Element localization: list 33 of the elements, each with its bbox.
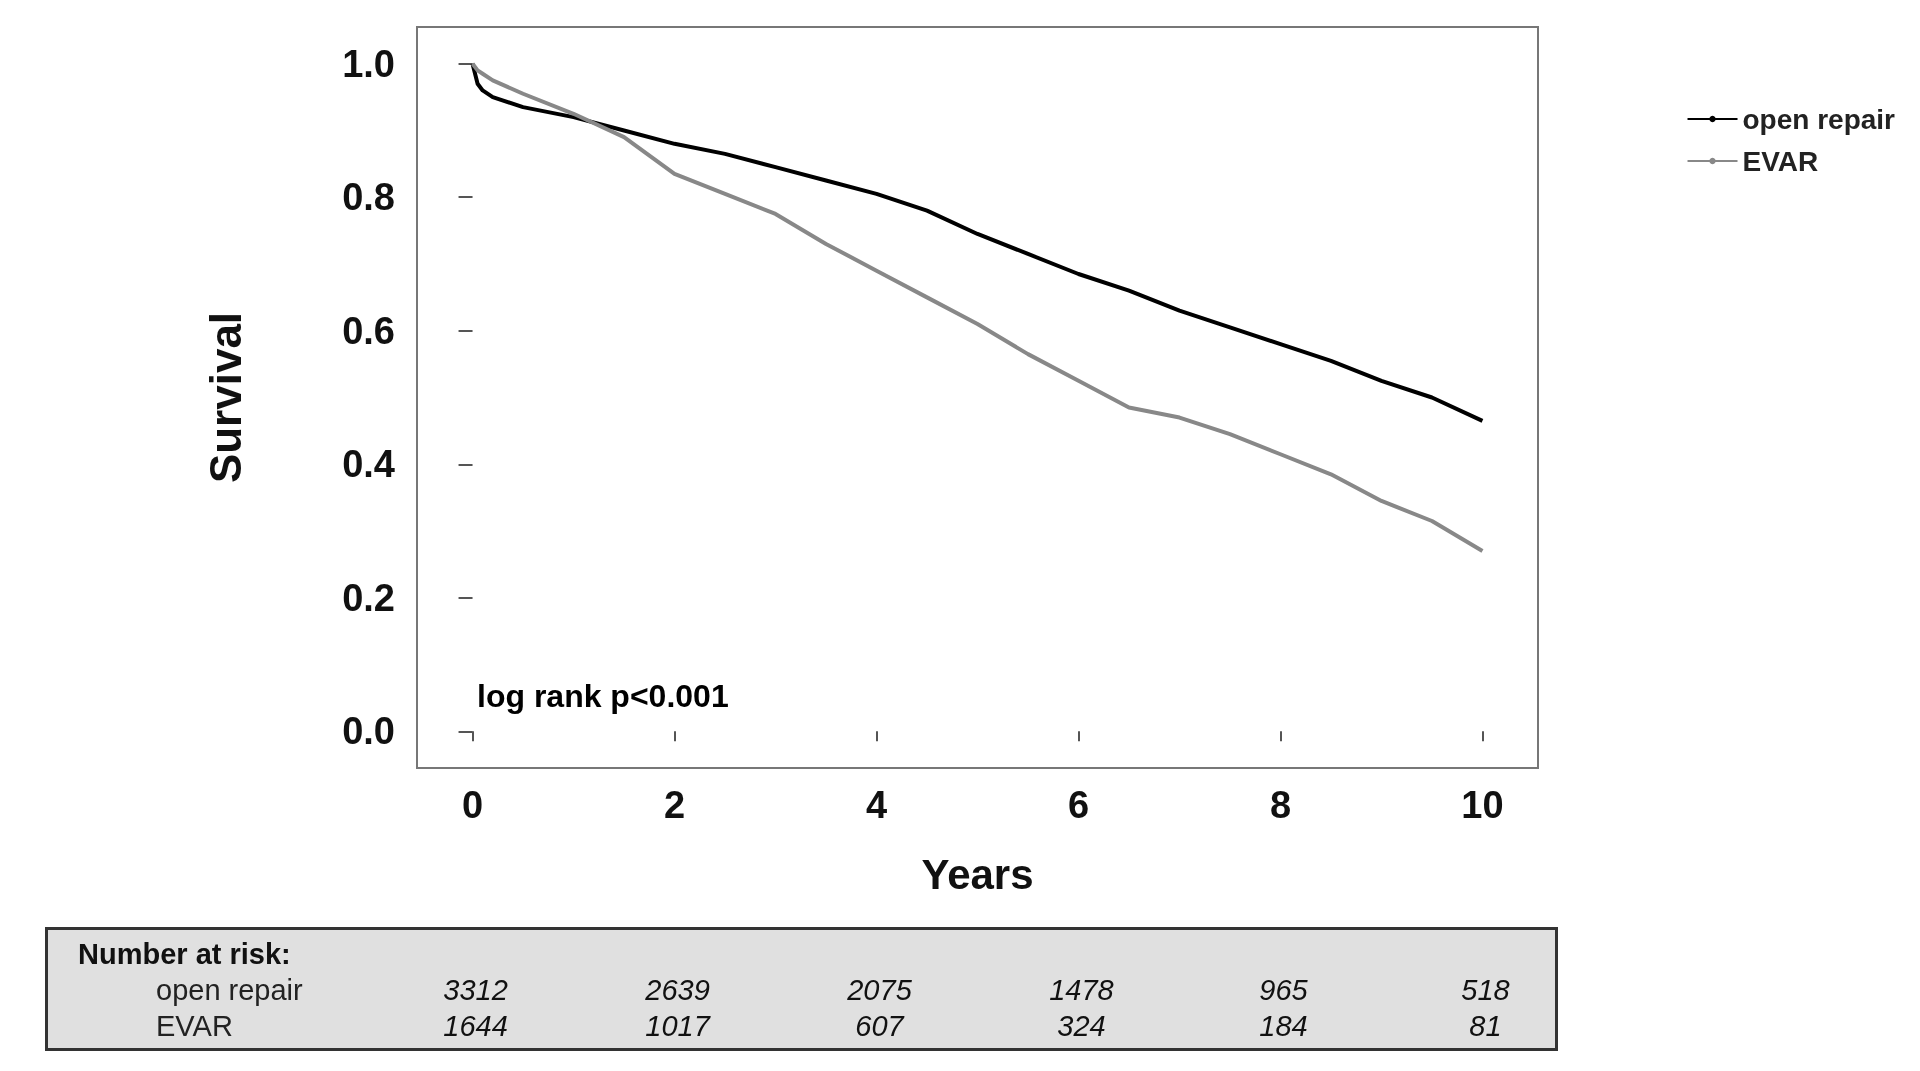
y-tick-label: 0.0 — [342, 710, 395, 753]
text: 1478 — [1049, 974, 1114, 1007]
x-tick-label: 6 — [1067, 784, 1090, 826]
text: 2639 — [645, 974, 710, 1007]
text: 3312 — [443, 974, 508, 1007]
legend-label: EVAR — [1742, 145, 1819, 177]
line-series — [470, 61, 1485, 554]
y-tick-label: 0.6 — [342, 309, 395, 352]
text: 324 — [1057, 1010, 1106, 1043]
text: 518 — [1461, 974, 1510, 1007]
text: 1644 — [443, 1010, 508, 1043]
text: Number at risk: — [78, 938, 291, 971]
y-tick-label: 0.4 — [342, 443, 395, 486]
x-tick-label: 4 — [865, 784, 888, 826]
text: open repair — [156, 974, 303, 1007]
y-axis-title: Survival — [200, 311, 250, 484]
x-tick-label: 8 — [1269, 784, 1292, 826]
text: EVAR — [156, 1010, 233, 1043]
text: 965 — [1259, 974, 1308, 1007]
legend-label: open repair — [1742, 103, 1896, 135]
y-tick-label: 1.0 — [342, 42, 395, 85]
x-tick-label: 2 — [663, 784, 686, 826]
text: 184 — [1259, 1010, 1308, 1043]
y-tick-label: 0.2 — [342, 576, 395, 619]
x-tick-label: 10 — [1461, 784, 1504, 826]
text: 1017 — [645, 1010, 710, 1043]
y-tick-label: 0.8 — [342, 176, 395, 219]
x-axis-title: Years — [921, 850, 1034, 898]
x-tick-label: 0 — [461, 784, 484, 826]
annotation: log rank p<0.001 — [477, 678, 729, 715]
text: 2075 — [847, 974, 912, 1007]
text: 81 — [1469, 1010, 1502, 1043]
text: 607 — [855, 1010, 904, 1043]
